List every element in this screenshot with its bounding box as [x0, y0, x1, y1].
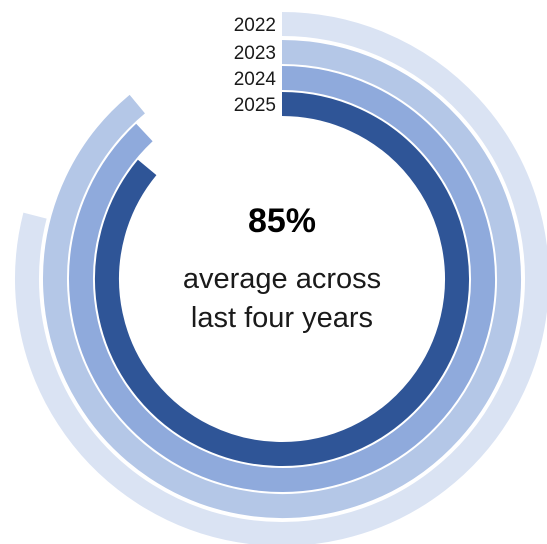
ring-2025 — [95, 92, 469, 466]
year-label-2024: 2024 — [234, 69, 277, 90]
center-caption-line1: average across — [183, 263, 381, 295]
year-label-2025: 2025 — [234, 95, 276, 116]
year-labels-group: 2022 2023 2024 2025 — [234, 15, 277, 116]
ring-2024 — [69, 66, 495, 492]
ring-2022 — [15, 12, 547, 544]
center-value: 85% — [248, 202, 316, 240]
ring-2023 — [43, 40, 521, 518]
year-label-2023: 2023 — [234, 43, 276, 64]
year-label-2022: 2022 — [234, 15, 276, 36]
rings-group — [15, 12, 547, 544]
center-caption-line2: last four years — [191, 302, 373, 334]
